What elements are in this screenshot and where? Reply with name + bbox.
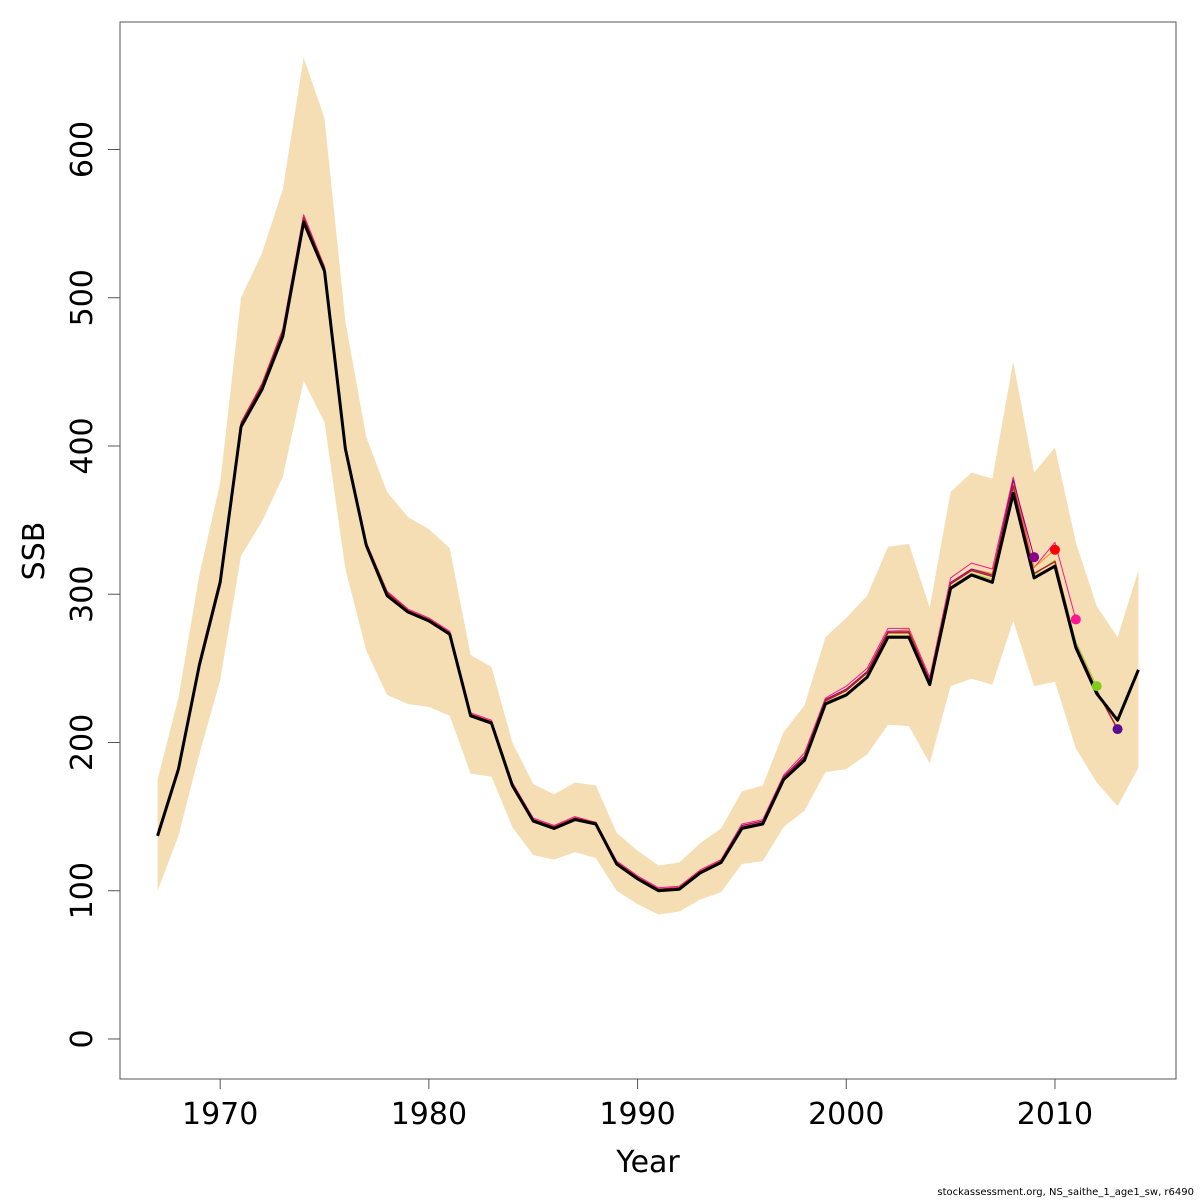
x-axis-title: Year xyxy=(615,1145,680,1180)
endpoint-point-2 xyxy=(1070,614,1081,625)
x-axis: 1970 1980 1990 2000 2010 xyxy=(182,1079,1093,1132)
endpoint-point-0 xyxy=(1029,552,1040,563)
confidence-band-layer xyxy=(157,57,1139,915)
endpoint-points-layer xyxy=(1029,544,1123,735)
y-tick-label: 100 xyxy=(65,862,100,919)
y-axis-title: SSB xyxy=(17,522,52,581)
y-tick-label: 500 xyxy=(65,269,100,326)
endpoint-point-3 xyxy=(1091,681,1102,692)
x-tick-label: 1970 xyxy=(182,1097,258,1132)
confidence-band xyxy=(157,57,1139,915)
series-line-0 xyxy=(156,220,1140,893)
x-tick-label: 2010 xyxy=(1017,1097,1093,1132)
footer-credit: stockassessment.org, NS_saithe_1_age1_sw… xyxy=(937,1187,1194,1198)
series-layer xyxy=(156,214,1140,893)
x-tick-label: 1990 xyxy=(599,1097,675,1132)
endpoint-point-4 xyxy=(1112,724,1123,735)
y-tick-label: 200 xyxy=(65,714,100,771)
x-tick-label: 2000 xyxy=(808,1097,884,1132)
y-tick-label: 300 xyxy=(65,566,100,623)
y-axis: 0 100 200 300 400 500 600 xyxy=(65,121,120,1049)
x-tick-label: 1980 xyxy=(391,1097,467,1132)
plot-frame xyxy=(119,21,1177,1080)
endpoint-point-1 xyxy=(1049,544,1060,555)
y-tick-label: 600 xyxy=(65,121,100,178)
y-tick-label: 400 xyxy=(65,417,100,474)
y-tick-label: 0 xyxy=(65,1029,100,1048)
